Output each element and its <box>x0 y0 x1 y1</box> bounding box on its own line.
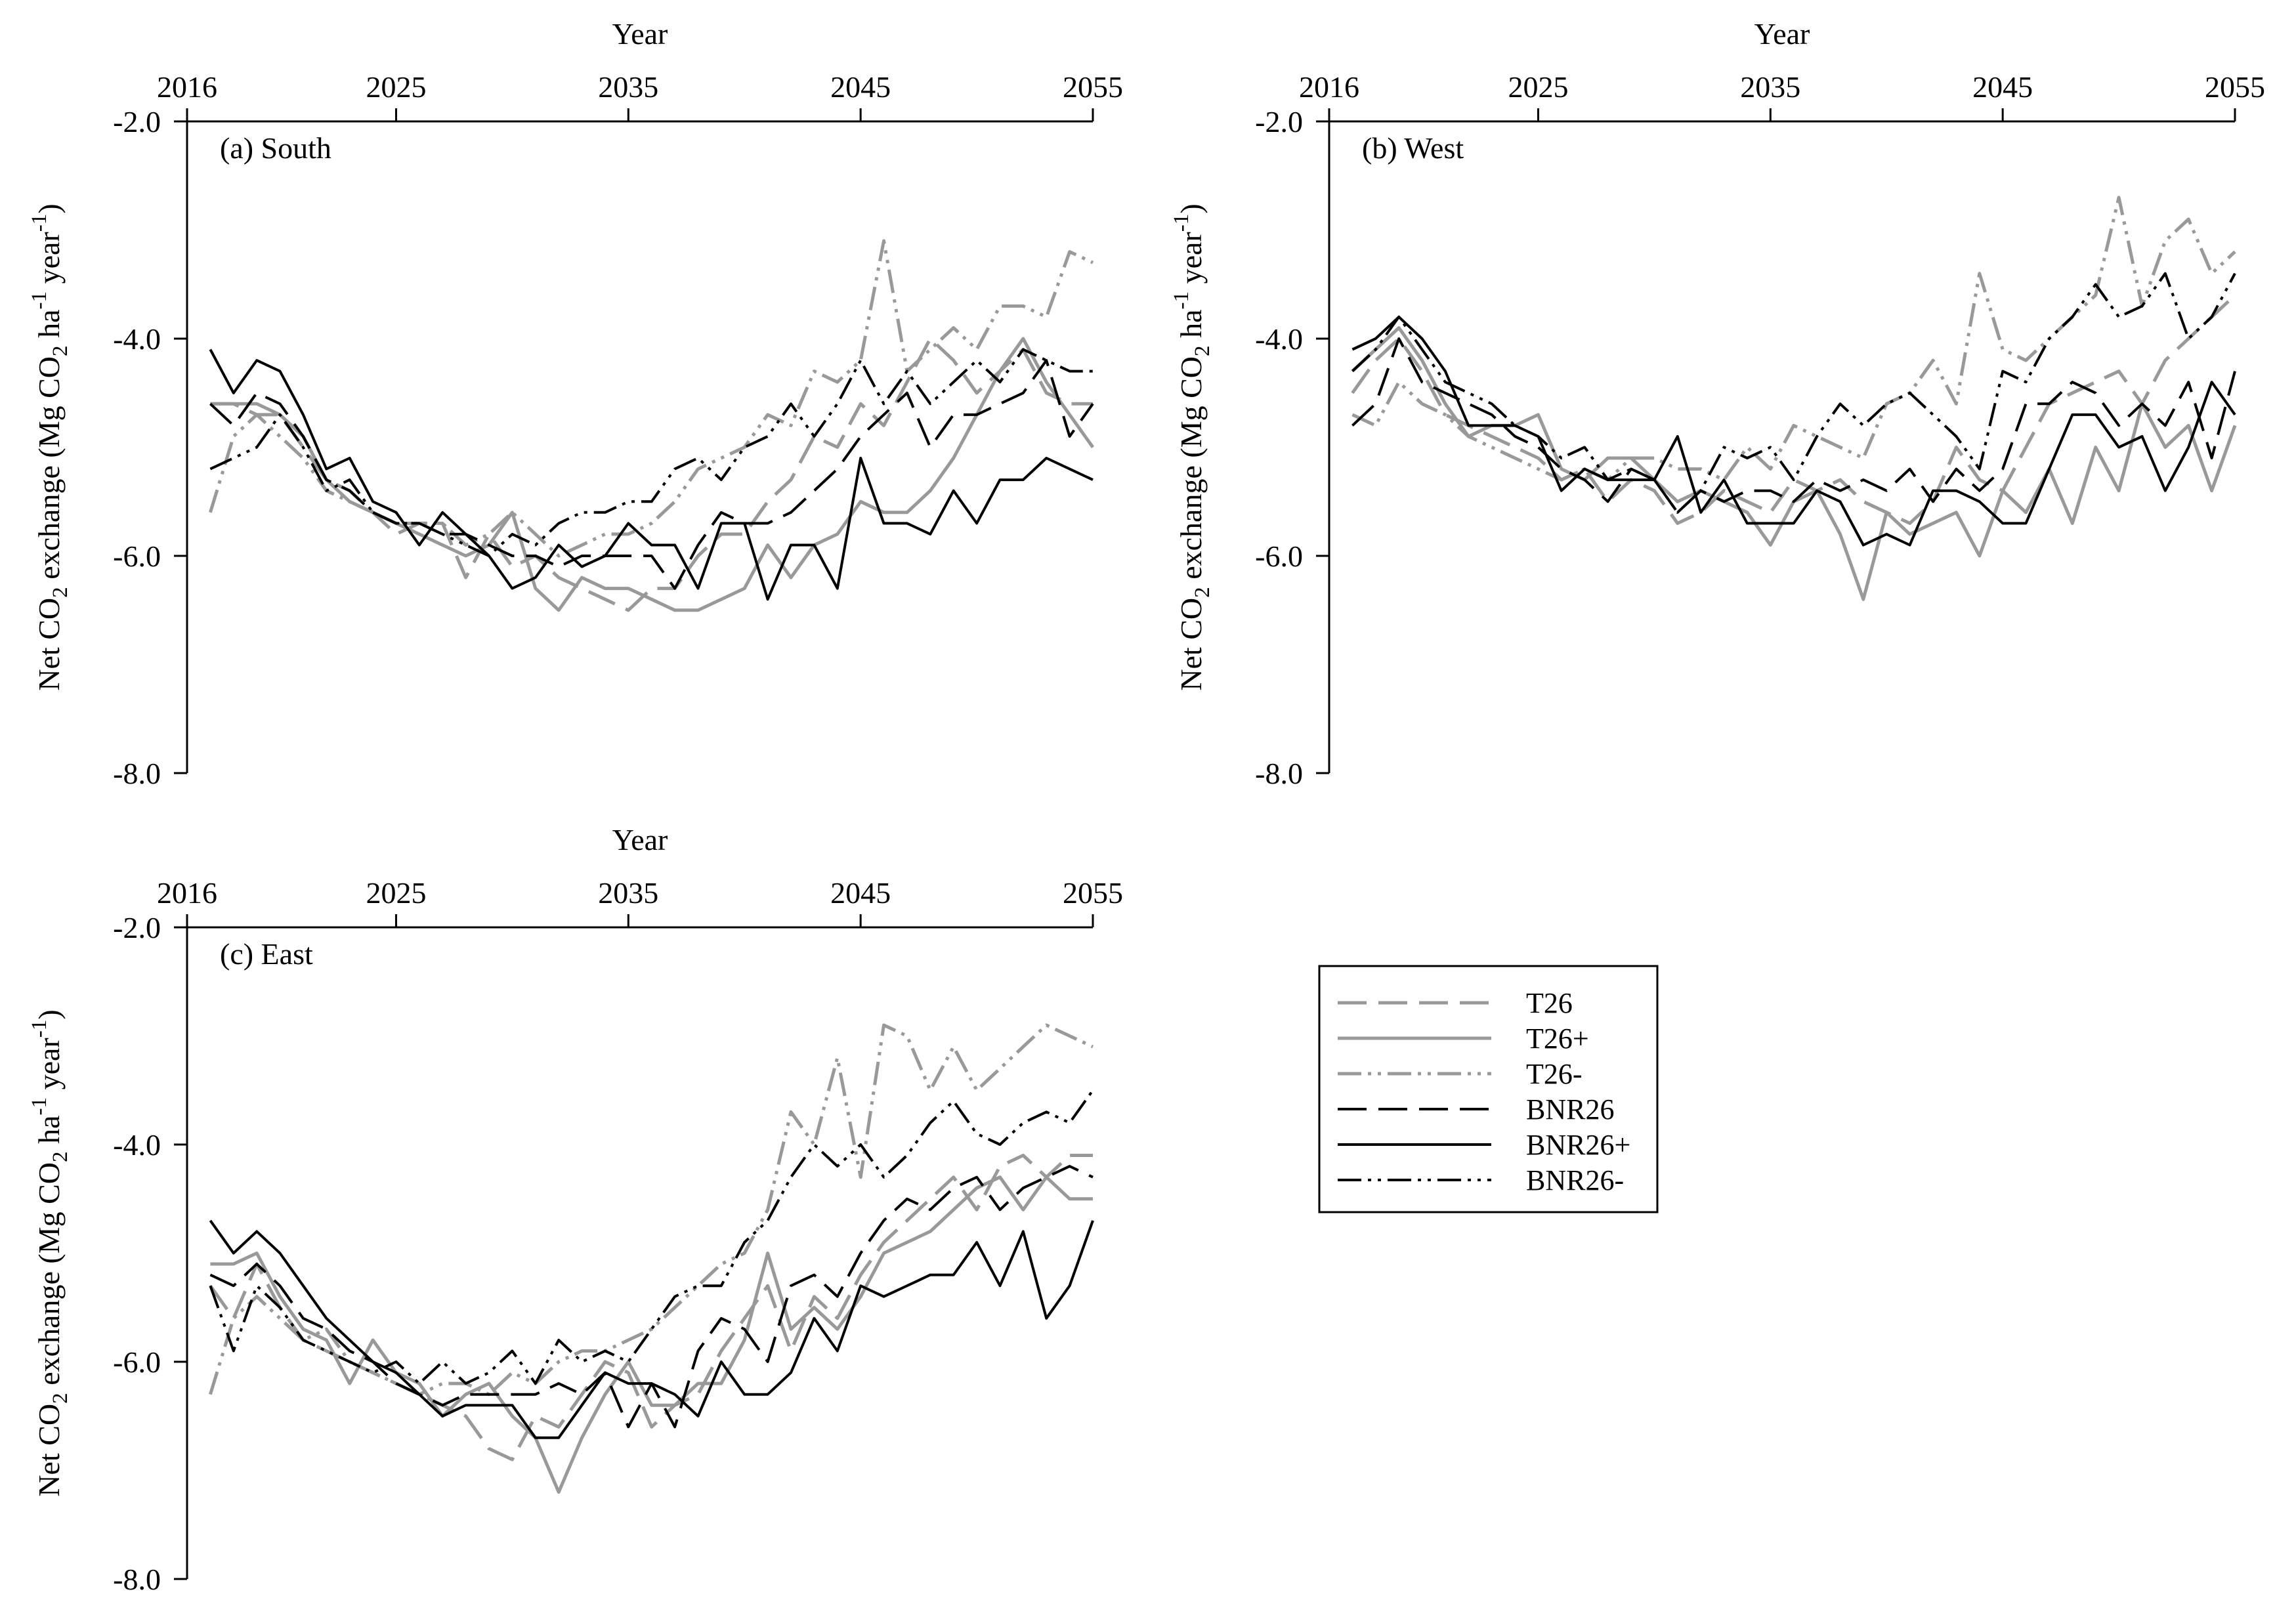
x-tick-label: 2035 <box>598 70 658 104</box>
panel-label: (b) West <box>1362 131 1464 165</box>
y-axis-title: Net CO2 exchange (Mg CO2 ha-1 year-1) <box>27 1009 72 1496</box>
x-tick-label: 2055 <box>1063 876 1123 910</box>
legend-box <box>1318 965 1659 1213</box>
x-tick-label: 2055 <box>1063 70 1123 104</box>
x-tick-label: 2025 <box>366 876 426 910</box>
x-tick-label: 2055 <box>2205 70 2265 104</box>
y-tick-label: -6.0 <box>113 539 161 573</box>
series-line-t26 <box>210 337 1093 612</box>
legend-label: BNR26- <box>1526 1164 1624 1196</box>
panel-west: 2016 2025 2035 2045 2055 Year -2.0 -4.0 -6.0 -8.0… <box>1169 17 2265 790</box>
series-line-t26-minus <box>1351 196 2236 482</box>
x-tick-label: 2035 <box>598 876 658 910</box>
y-tick-label: -8.0 <box>113 757 161 790</box>
x-tick-label: 2025 <box>366 70 426 104</box>
legend-label: T26+ <box>1526 1022 1589 1055</box>
y-axis-title: Net CO2 exchange (Mg CO2 ha-1 year-1) <box>1169 203 1214 690</box>
series-line-t26-minus <box>209 1023 1094 1397</box>
y-tick-label: -8.0 <box>1255 757 1303 790</box>
legend-label: BNR26 <box>1526 1093 1614 1126</box>
y-axis-title: Net CO2 exchange (Mg CO2 ha-1 year-1) <box>27 203 72 690</box>
x-tick-label: 2025 <box>1508 70 1568 104</box>
series-line-t26-plus <box>1351 326 2237 601</box>
panel-label: (a) South <box>220 131 331 165</box>
series-line-bnr26-minus <box>1351 272 2236 514</box>
x-tick-label: 2045 <box>830 70 891 104</box>
x-tick-label: 2016 <box>157 70 217 104</box>
legend-entry: BNR26+ <box>1338 1129 1630 1161</box>
y-tick-label: -2.0 <box>1255 105 1303 138</box>
series-line-t26-minus <box>209 239 1094 558</box>
series-line-bnr26-plus <box>1351 315 2236 547</box>
x-tick-label: 2035 <box>1740 70 1800 104</box>
series-line-bnr26 <box>1351 337 2236 514</box>
series-line-bnr26-minus <box>209 1089 1094 1385</box>
y-tick-label: -4.0 <box>113 322 161 356</box>
panel-south: 2016 2025 2035 2045 2055 Year -2.0 -4.0 -6.0 -8.0… <box>27 17 1123 790</box>
x-tick-label: 2045 <box>830 876 891 910</box>
series-line-t26-plus <box>210 337 1095 612</box>
legend-entry: BNR26 <box>1338 1093 1614 1126</box>
legend-entry: T26- <box>1338 1058 1583 1090</box>
series-line-bnr26-plus <box>209 348 1094 601</box>
y-tick-label: -2.0 <box>113 105 161 138</box>
x-axis-title: Year <box>1754 17 1810 51</box>
y-tick-label: -6.0 <box>1255 539 1303 573</box>
legend-entry: T26 <box>1338 987 1573 1019</box>
series-line-bnr26-minus <box>209 348 1093 557</box>
panel-east: 2016 2025 2035 2045 2055 Year -2.0 -4.0 -6.0 -8.0… <box>27 823 1123 1596</box>
series-line-bnr26-plus <box>209 1219 1094 1439</box>
x-axis-title: Year <box>612 823 668 856</box>
legend-label: T26- <box>1526 1058 1583 1090</box>
x-axis-title: Year <box>612 17 668 51</box>
series-line-t26 <box>1351 293 2236 525</box>
series-line-bnr26 <box>209 359 1094 590</box>
y-tick-label: -2.0 <box>113 911 161 944</box>
y-tick-label: -8.0 <box>113 1563 161 1596</box>
legend-entry: BNR26- <box>1338 1164 1624 1196</box>
x-tick-label: 2016 <box>1299 70 1359 104</box>
y-tick-label: -4.0 <box>1255 322 1303 356</box>
y-tick-label: -4.0 <box>113 1128 161 1162</box>
legend-label: BNR26+ <box>1526 1129 1630 1161</box>
series-line-t26-plus <box>210 1175 1093 1494</box>
panel-label: (c) East <box>220 937 313 971</box>
legend-label: T26 <box>1526 987 1573 1019</box>
x-tick-label: 2045 <box>1972 70 2033 104</box>
y-tick-label: -6.0 <box>113 1345 161 1379</box>
x-tick-label: 2016 <box>157 876 217 910</box>
legend-entry: T26+ <box>1338 1022 1589 1055</box>
